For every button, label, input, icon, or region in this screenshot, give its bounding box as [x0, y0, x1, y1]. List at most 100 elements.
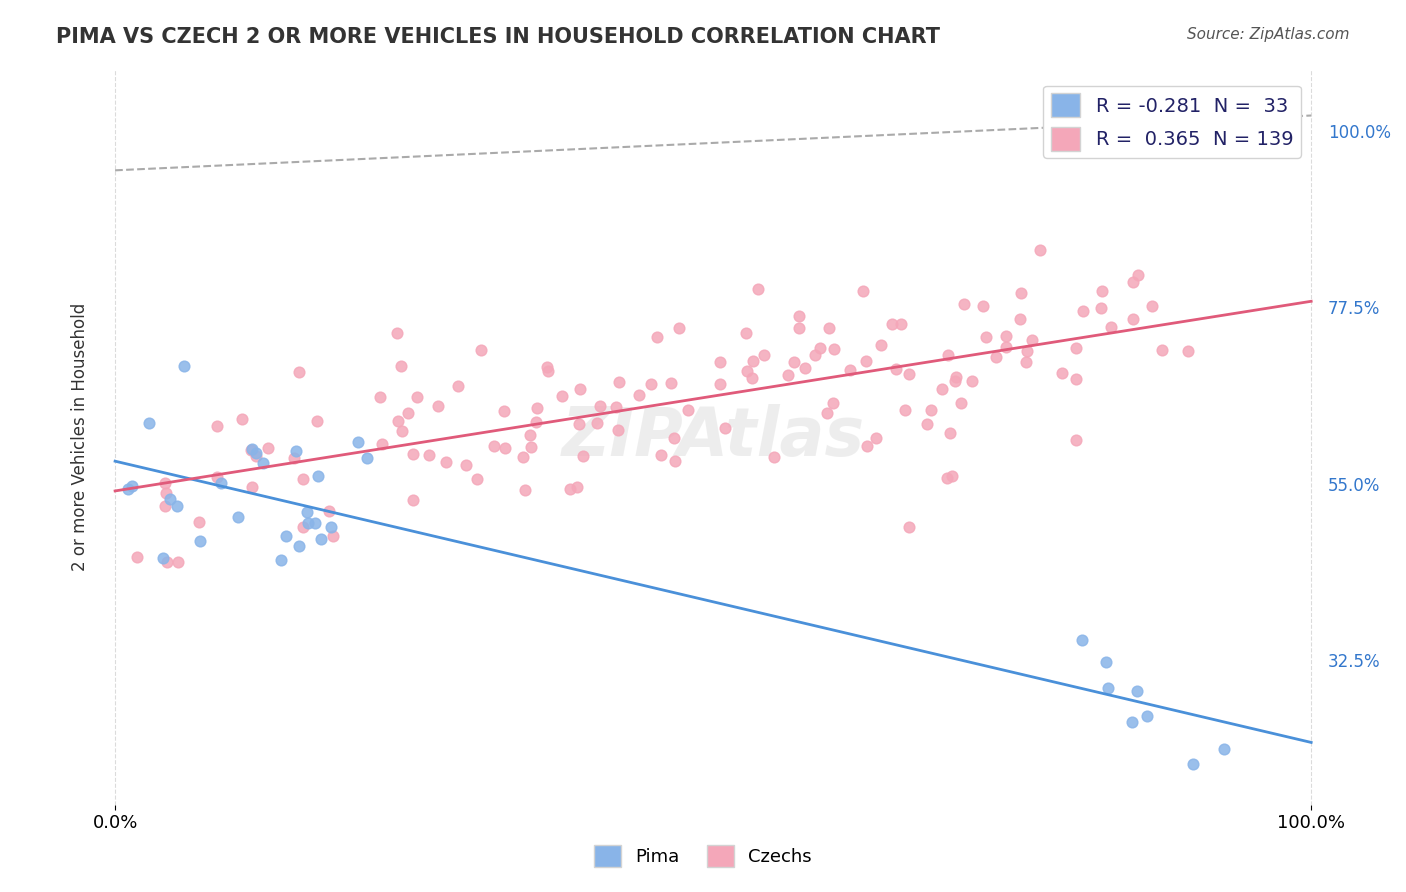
Point: [387, 414, 409, 428]
Text: ZIPAtlas: ZIPAtlas: [561, 403, 865, 469]
Point: [865, 431, 887, 445]
Point: [173, 359, 195, 373]
Point: [558, 482, 581, 496]
Point: [536, 359, 558, 374]
Point: [606, 423, 628, 437]
Point: [742, 354, 765, 368]
Point: [155, 485, 177, 500]
Point: [818, 321, 841, 335]
Point: [855, 354, 877, 368]
Point: [763, 450, 786, 464]
Point: [852, 284, 875, 298]
Point: [939, 425, 962, 440]
Point: [288, 540, 311, 554]
Point: [1071, 632, 1094, 647]
Point: [645, 329, 668, 343]
Point: [401, 447, 423, 461]
Point: [972, 299, 994, 313]
Point: [276, 529, 298, 543]
Point: [297, 516, 319, 530]
Point: [664, 454, 686, 468]
Point: [1015, 344, 1038, 359]
Point: [307, 415, 329, 429]
Point: [808, 341, 831, 355]
Point: [519, 428, 541, 442]
Point: [467, 472, 489, 486]
Point: [709, 377, 731, 392]
Point: [735, 364, 758, 378]
Point: [941, 469, 963, 483]
Point: [817, 406, 839, 420]
Point: [292, 520, 315, 534]
Point: [446, 378, 468, 392]
Point: [1064, 372, 1087, 386]
Point: [1152, 343, 1174, 358]
Point: [385, 326, 408, 341]
Point: [1090, 301, 1112, 315]
Point: [482, 439, 505, 453]
Point: [668, 321, 690, 335]
Point: [205, 418, 228, 433]
Point: [776, 368, 799, 382]
Point: [1099, 320, 1122, 334]
Point: [240, 443, 263, 458]
Point: [240, 480, 263, 494]
Point: [1071, 303, 1094, 318]
Point: [494, 404, 516, 418]
Point: [356, 451, 378, 466]
Point: [245, 445, 267, 459]
Point: [1052, 367, 1074, 381]
Point: [402, 492, 425, 507]
Point: [470, 343, 492, 357]
Point: [994, 329, 1017, 343]
Point: [304, 516, 326, 531]
Point: [318, 504, 340, 518]
Y-axis label: 2 or more Vehicles in Household: 2 or more Vehicles in Household: [72, 302, 89, 571]
Point: [1010, 285, 1032, 300]
Point: [252, 457, 274, 471]
Point: [949, 396, 972, 410]
Point: [512, 450, 534, 465]
Point: [153, 475, 176, 490]
Point: [804, 348, 827, 362]
Point: [167, 555, 190, 569]
Point: [524, 415, 547, 429]
Point: [607, 375, 630, 389]
Point: [920, 403, 942, 417]
Point: [205, 469, 228, 483]
Point: [138, 416, 160, 430]
Text: PIMA VS CZECH 2 OR MORE VEHICLES IN HOUSEHOLD CORRELATION CHART: PIMA VS CZECH 2 OR MORE VEHICLES IN HOUS…: [56, 27, 941, 46]
Point: [526, 401, 548, 416]
Point: [231, 411, 253, 425]
Point: [585, 417, 607, 431]
Legend: Pima, Czechs: Pima, Czechs: [586, 838, 820, 874]
Point: [1126, 268, 1149, 282]
Point: [426, 399, 449, 413]
Point: [880, 317, 903, 331]
Point: [569, 382, 592, 396]
Point: [321, 520, 343, 534]
Point: [869, 338, 891, 352]
Point: [823, 342, 845, 356]
Point: [640, 377, 662, 392]
Point: [984, 350, 1007, 364]
Point: [1136, 708, 1159, 723]
Point: [931, 382, 953, 396]
Point: [571, 449, 593, 463]
Point: [187, 515, 209, 529]
Point: [117, 482, 139, 496]
Point: [678, 402, 700, 417]
Point: [662, 431, 685, 445]
Text: Source: ZipAtlas.com: Source: ZipAtlas.com: [1187, 27, 1350, 42]
Point: [960, 374, 983, 388]
Point: [152, 550, 174, 565]
Point: [897, 520, 920, 534]
Point: [391, 359, 413, 374]
Point: [659, 376, 682, 390]
Point: [752, 348, 775, 362]
Point: [894, 403, 917, 417]
Point: [368, 390, 391, 404]
Point: [240, 442, 263, 456]
Point: [494, 441, 516, 455]
Point: [605, 400, 627, 414]
